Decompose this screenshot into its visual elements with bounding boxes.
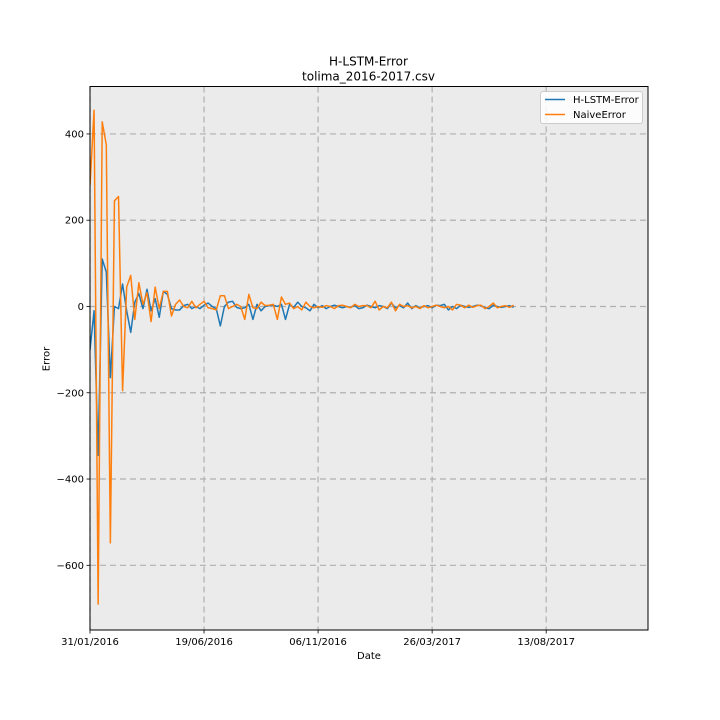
y-tick-label: 0 bbox=[78, 302, 84, 313]
legend-label-h-lstm: H-LSTM-Error bbox=[573, 95, 640, 106]
x-axis-label: Date bbox=[357, 651, 381, 662]
x-tick-label: 31/01/2016 bbox=[61, 637, 119, 648]
series-line-naive-error bbox=[90, 109, 514, 605]
y-tick-label: −400 bbox=[57, 475, 84, 486]
legend-label-naive: NaiveError bbox=[573, 110, 627, 121]
y-tick-label: −200 bbox=[57, 388, 84, 399]
legend: H-LSTM-Error NaiveError bbox=[540, 91, 643, 124]
chart-title: H-LSTM-Error bbox=[329, 55, 408, 69]
x-tick-label: 19/06/2016 bbox=[175, 637, 233, 648]
series-lines bbox=[90, 109, 514, 605]
y-tick-label: −600 bbox=[57, 561, 84, 572]
plot-frame bbox=[89, 86, 649, 631]
chart-subtitle: tolima_2016-2017.csv bbox=[302, 70, 435, 84]
y-tick-label: 200 bbox=[65, 216, 84, 227]
y-axis-label: Error bbox=[42, 346, 53, 371]
x-tick-label: 13/08/2017 bbox=[517, 637, 575, 648]
y-tick-label: 400 bbox=[65, 129, 84, 140]
series-line-h-lstm-error bbox=[90, 258, 514, 457]
x-tick-label: 26/03/2017 bbox=[403, 637, 461, 648]
legend-box bbox=[540, 91, 643, 124]
plot-area bbox=[90, 86, 648, 630]
x-tick-label: 06/11/2016 bbox=[289, 637, 347, 648]
y-axis-ticks: −600 −400 −200 0 200 400 bbox=[57, 129, 90, 572]
x-axis-ticks: 31/01/2016 19/06/2016 06/11/2016 26/03/2017… bbox=[61, 630, 575, 648]
